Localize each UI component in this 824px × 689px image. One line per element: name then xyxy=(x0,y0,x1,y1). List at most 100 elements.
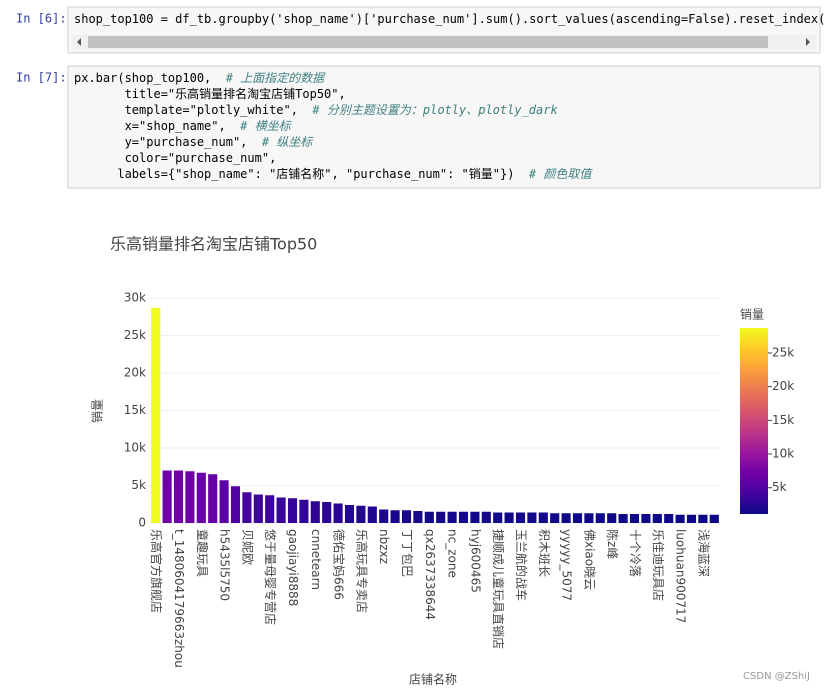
x-tick-label: gaojiayi8888 xyxy=(286,529,300,606)
x-tick-label: hyj600465 xyxy=(468,529,482,593)
bar xyxy=(698,514,708,523)
bar xyxy=(436,511,446,523)
x-tick-label: 玉兰航的战车 xyxy=(514,529,529,601)
x-tick-label: 佛xiao晓云 xyxy=(582,529,596,590)
x-tick-label: t_1480604179663zhou xyxy=(172,529,186,668)
comment: # 上面指定的数据 xyxy=(225,71,326,85)
colorbar xyxy=(740,328,768,514)
colorbar-tick-label: 25k xyxy=(772,345,794,359)
code: shop_top100 = df_tb.groupby('shop_name')… xyxy=(74,12,824,26)
bar xyxy=(629,514,640,523)
bar xyxy=(481,511,491,523)
x-tick-label: 悠于量母婴专营店 xyxy=(263,529,278,625)
bar xyxy=(287,498,298,523)
bar xyxy=(401,510,412,523)
bar xyxy=(151,307,161,523)
y-tick-label: 10k xyxy=(124,441,146,455)
bar xyxy=(458,511,469,523)
bar xyxy=(276,497,286,523)
x-tick-label: 陈z峰 xyxy=(605,529,620,559)
x-axis-label: 店铺名称 xyxy=(409,672,457,687)
code-line: template="plotly_white", # 分别主题设置为：plotl… xyxy=(74,103,558,117)
bar xyxy=(185,471,195,523)
y-tick-label: 5k xyxy=(131,478,146,492)
bar xyxy=(550,513,560,523)
bar xyxy=(504,512,514,523)
x-tick-label: 乐高玩具专卖店 xyxy=(354,529,369,613)
bar xyxy=(367,506,377,523)
x-tick-label: 捷顺成儿童玩具直销店 xyxy=(491,529,506,649)
x-tick-label: yyyyy_5077 xyxy=(560,529,574,601)
x-tick-label: cnnetearn xyxy=(309,529,323,590)
bar xyxy=(196,472,206,523)
bar xyxy=(413,511,423,523)
x-tick-label: nbzxz xyxy=(377,529,391,564)
bar xyxy=(618,514,628,523)
x-tick-label: 德佑宝妈666 xyxy=(332,529,347,600)
colorbar-tick-label: 10k xyxy=(772,447,794,461)
x-tick-label: qx2637338644 xyxy=(423,529,437,620)
bar xyxy=(219,480,229,523)
x-tick-label: 童趣玩具 xyxy=(195,529,210,577)
code: px.bar(shop_top100, xyxy=(74,71,226,85)
bar xyxy=(322,502,332,523)
code: labels={"shop_name": "店铺名称", "purchase_n… xyxy=(74,166,529,181)
scrollbar-thumb[interactable] xyxy=(88,36,768,48)
colorbar-tick-label: 5k xyxy=(772,480,787,494)
comment: # 横坐标 xyxy=(239,119,292,133)
bar xyxy=(584,513,594,523)
colorbar-tick-label: 15k xyxy=(772,413,794,427)
y-tick-label: 20k xyxy=(124,366,146,380)
bar xyxy=(390,510,400,523)
code-line: shop_top100 = df_tb.groupby('shop_name')… xyxy=(74,12,824,26)
x-tick-label: h5435l5750 xyxy=(218,529,232,601)
code-line: title="乐高销量排名淘宝店铺Top50", xyxy=(74,86,346,101)
prompt: In [6]: xyxy=(16,12,67,26)
bar xyxy=(664,514,674,523)
bar xyxy=(515,512,526,523)
x-tick-label: 积木班长 xyxy=(537,529,551,577)
bar xyxy=(242,492,252,523)
bar xyxy=(470,511,480,523)
y-tick-label: 25k xyxy=(124,328,146,342)
x-tick-label: 乐高官方旗舰店 xyxy=(149,529,164,613)
bar xyxy=(356,505,366,523)
watermark: CSDN @ZShiJ xyxy=(743,671,810,682)
x-tick-label: 浅海蓝深 xyxy=(696,529,711,577)
colorbar-tick-label: 20k xyxy=(772,379,794,393)
bar xyxy=(595,513,605,523)
bar xyxy=(607,513,617,523)
bar xyxy=(572,513,583,523)
bar xyxy=(527,512,537,523)
bar xyxy=(265,495,275,523)
bar xyxy=(561,513,571,523)
x-tick-label: 丁丁包巴 xyxy=(400,529,414,577)
bar xyxy=(493,512,503,523)
y-axis-label: 销量 xyxy=(91,399,105,423)
bar xyxy=(686,514,697,523)
code-line: px.bar(shop_top100, # 上面指定的数据 xyxy=(74,71,326,85)
comment: # 分别主题设置为：plotly、plotly_dark xyxy=(311,103,558,117)
code-line: y="purchase_num", # 纵坐标 xyxy=(74,135,314,149)
y-tick-label: 30k xyxy=(124,291,146,305)
code: y="purchase_num", xyxy=(74,135,262,149)
code: x="shop_name", xyxy=(74,119,240,133)
code: title="乐高销量排名淘宝店铺Top50", xyxy=(74,86,346,101)
code: color="purchase_num", xyxy=(74,151,276,165)
bar xyxy=(310,501,320,523)
colorbar-title: 销量 xyxy=(740,308,764,322)
code-line: labels={"shop_name": "店铺名称", "purchase_n… xyxy=(74,166,593,181)
bar xyxy=(208,474,218,523)
bar xyxy=(253,494,263,523)
code-cell[interactable] xyxy=(67,65,821,189)
prompt: In [7]: xyxy=(16,71,67,85)
bar xyxy=(641,514,651,523)
code-line: color="purchase_num", xyxy=(74,151,276,165)
bar xyxy=(538,512,548,523)
bar xyxy=(344,505,355,523)
y-tick-label: 0 xyxy=(138,516,146,530)
x-tick-label: 十个冷落 xyxy=(628,529,642,577)
bar xyxy=(675,514,685,523)
code: template="plotly_white", xyxy=(74,103,312,117)
